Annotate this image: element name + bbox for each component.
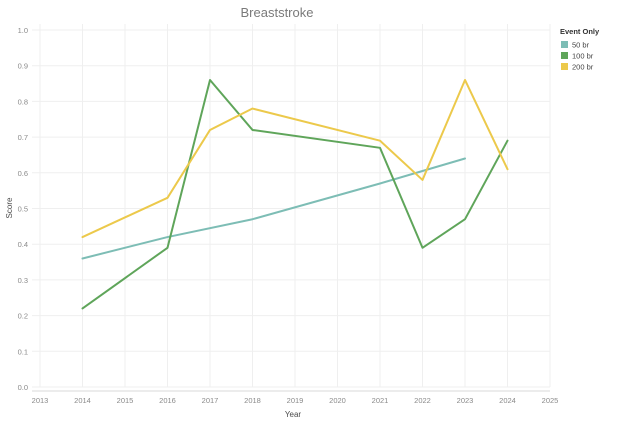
x-tick-label: 2018 bbox=[244, 396, 261, 405]
y-tick-label: 0.5 bbox=[18, 205, 28, 214]
y-tick-label: 0.2 bbox=[18, 312, 28, 321]
legend-item-label[interactable]: 50 br bbox=[572, 41, 590, 50]
x-tick-label: 2020 bbox=[329, 396, 346, 405]
legend-swatch bbox=[561, 52, 568, 59]
grid bbox=[32, 24, 551, 388]
x-tick-label: 2014 bbox=[74, 396, 91, 405]
x-tick-label: 2019 bbox=[287, 396, 304, 405]
series-lines bbox=[81, 78, 509, 310]
axes: 2013 2014 2015 2016 2017 2018 2019 2020 2021 2022… bbox=[18, 26, 559, 405]
x-tick-label: 2022 bbox=[414, 396, 431, 405]
legend-swatch bbox=[561, 41, 568, 48]
y-axis-title: Score bbox=[5, 197, 14, 218]
x-axis-title: Year bbox=[285, 410, 302, 419]
x-tick-label: 2021 bbox=[372, 396, 389, 405]
x-tick-label: 2023 bbox=[457, 396, 474, 405]
x-tick-label: 2013 bbox=[32, 396, 49, 405]
y-tick-label: 0.9 bbox=[18, 62, 28, 71]
legend[interactable]: Event Only 50 br 100 br 200 br bbox=[560, 27, 600, 72]
y-tick-label: 0.6 bbox=[18, 169, 28, 178]
y-tick-label: 0.3 bbox=[18, 276, 28, 285]
chart-title: Breaststroke bbox=[241, 5, 314, 20]
series-line-200-br[interactable] bbox=[81, 78, 509, 239]
y-tick-label: 1.0 bbox=[18, 26, 28, 35]
x-tick-label: 2016 bbox=[159, 396, 176, 405]
x-tick-label: 2025 bbox=[542, 396, 559, 405]
legend-title: Event Only bbox=[560, 27, 600, 36]
y-tick-label: 0.0 bbox=[18, 383, 28, 392]
legend-item-label[interactable]: 100 br bbox=[572, 52, 594, 61]
legend-item-label[interactable]: 200 br bbox=[572, 63, 594, 72]
series-line-50-br[interactable] bbox=[81, 157, 466, 260]
x-tick-label: 2024 bbox=[499, 396, 516, 405]
series-line-100-br[interactable] bbox=[81, 78, 509, 310]
legend-swatch bbox=[561, 63, 568, 70]
y-tick-label: 0.4 bbox=[18, 240, 28, 249]
x-tick-label: 2015 bbox=[117, 396, 134, 405]
y-tick-label: 0.1 bbox=[18, 347, 28, 356]
x-tick-label: 2017 bbox=[202, 396, 219, 405]
y-tick-label: 0.8 bbox=[18, 97, 28, 106]
y-tick-label: 0.7 bbox=[18, 133, 28, 142]
